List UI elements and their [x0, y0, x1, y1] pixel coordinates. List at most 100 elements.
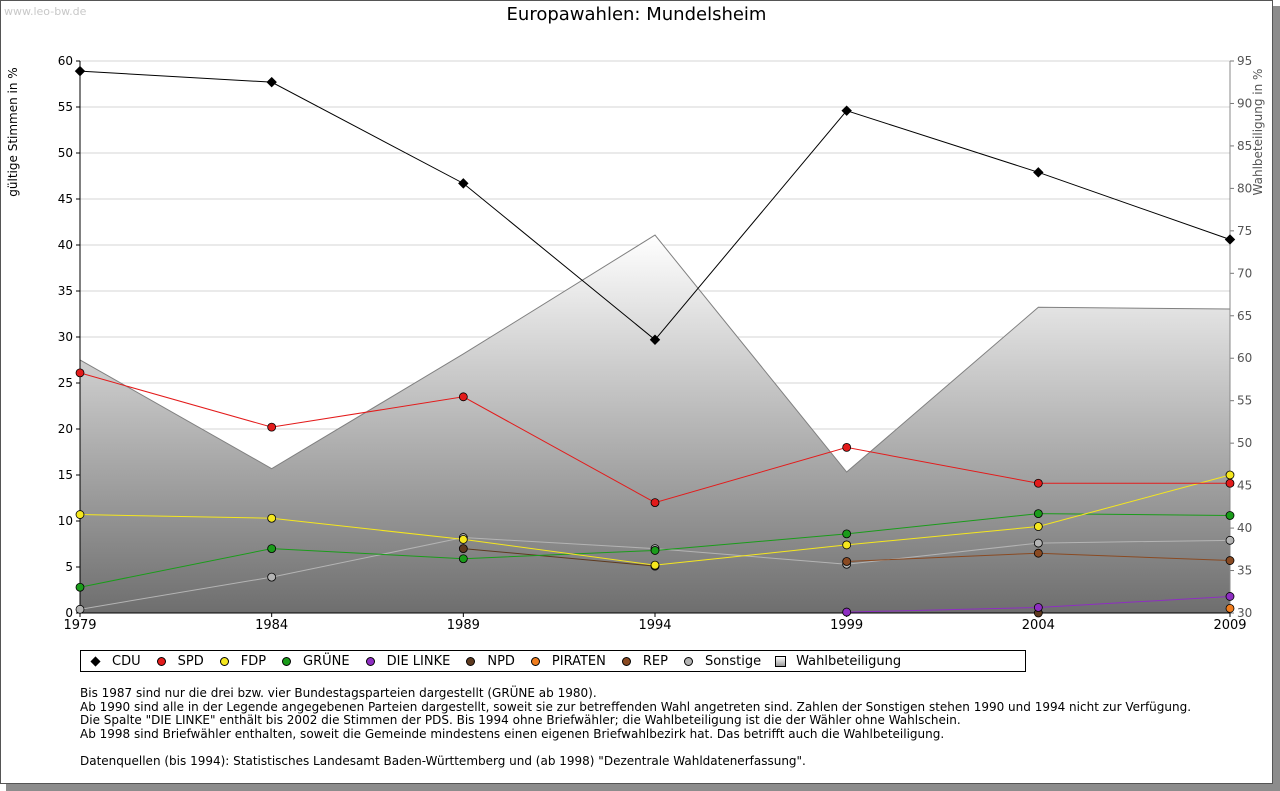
point-gr-ne — [75, 582, 85, 592]
point-gr-ne — [1033, 509, 1043, 519]
point-fdp — [842, 540, 852, 550]
y2-tick-label: 50 — [1237, 436, 1252, 450]
point-cdu — [1224, 234, 1236, 245]
point-spd — [842, 442, 852, 452]
note-line: Die Spalte "DIE LINKE" enthält bis 2002 … — [80, 713, 961, 727]
point-spd — [458, 392, 468, 402]
legend-item-rep: REP — [620, 654, 668, 669]
point-rep — [1033, 548, 1043, 558]
legend-marker — [282, 656, 292, 666]
point-rep — [842, 557, 852, 566]
point-cdu — [1033, 167, 1044, 178]
y2-tick-label: 80 — [1237, 181, 1252, 195]
y-tick-label: 35 — [58, 284, 73, 298]
legend-label: DIE LINKE — [386, 653, 451, 669]
axis-labels: 0 5 10 15 20 25 30 35 40 45 50 55 60 30 35 40 45 50 55 60 65… — [6, 54, 1265, 633]
legend-marker — [365, 656, 375, 666]
legend-label: NPD — [487, 653, 515, 669]
y2-tick-label: 65 — [1237, 309, 1252, 323]
legend-marker — [466, 656, 476, 666]
legend-item-fdp: FDP — [218, 654, 266, 669]
legend-marker — [683, 656, 693, 666]
point-die-linke — [1033, 603, 1043, 612]
point-spd — [650, 498, 660, 508]
x-tick-label: 1994 — [638, 618, 671, 633]
y-tick-label: 45 — [58, 192, 73, 206]
x-tick-label: 1984 — [255, 618, 288, 633]
y2-tick-label: 30 — [1237, 606, 1252, 620]
point-gr-ne — [267, 544, 277, 553]
y2-axis-title: Wahlbeteiligung in % — [1251, 69, 1265, 196]
x-tick-label: 2009 — [1213, 618, 1246, 633]
legend-marker — [156, 656, 166, 666]
x-tick-label: 1989 — [447, 618, 480, 633]
point-cdu — [458, 178, 469, 189]
legend-item-npd: NPD — [464, 654, 515, 669]
legend-label: GRÜNE — [303, 653, 350, 669]
y-tick-label: 50 — [58, 146, 73, 160]
y-tick-label: 40 — [58, 238, 73, 252]
y-tick-label: 15 — [58, 468, 73, 482]
watermark: www.leo-bw.de — [4, 5, 87, 18]
point-sonstige — [267, 572, 277, 582]
legend-marker — [530, 656, 540, 666]
point-fdp — [458, 535, 468, 544]
point-fdp — [75, 510, 85, 519]
legend-item-piraten: PIRATEN — [529, 654, 606, 669]
legend-marker — [90, 656, 101, 666]
point-fdp — [650, 560, 660, 570]
point-die-linke — [842, 607, 852, 617]
point-spd — [75, 368, 85, 378]
legend-label: Sonstige — [704, 653, 762, 669]
frame-shadow-bottom — [6, 784, 1280, 791]
y-tick-label: 0 — [65, 606, 73, 620]
point-die-linke — [1225, 592, 1235, 601]
point-sonstige — [1225, 535, 1235, 545]
point-gr-ne — [458, 554, 468, 564]
point-spd — [267, 422, 277, 432]
legend-label: SPD — [177, 653, 204, 669]
notes: Bis 1987 sind nur die drei bzw. vier Bun… — [80, 686, 1191, 768]
legend-marker — [219, 656, 229, 666]
y-tick-label: 5 — [65, 560, 73, 574]
turnout-area-fill — [80, 235, 1230, 614]
point-cdu — [841, 105, 852, 116]
point-spd — [1033, 478, 1043, 488]
y2-tick-label: 75 — [1237, 224, 1252, 238]
y2-tick-label: 55 — [1237, 394, 1252, 408]
y-tick-label: 55 — [58, 100, 73, 114]
legend-marker — [775, 655, 787, 667]
turnout-area — [79, 234, 1231, 614]
legend-label: REP — [642, 653, 668, 669]
legend-item-wahlbeteiligung: Wahlbeteiligung — [775, 654, 901, 669]
legend-label: PIRATEN — [551, 653, 606, 669]
point-sonstige — [1033, 538, 1043, 548]
point-cdu — [649, 334, 661, 345]
point-cdu — [266, 76, 277, 88]
legend-item-sonstige: Sonstige — [682, 654, 761, 669]
y-axis-title: gültige Stimmen in % — [6, 67, 20, 196]
y-tick-label: 60 — [58, 54, 73, 68]
y-tick-label: 10 — [58, 514, 73, 528]
series-markers — [74, 65, 1236, 618]
legend-label: CDU — [112, 653, 141, 669]
point-piraten — [1225, 604, 1235, 613]
y2-tick-label: 35 — [1237, 564, 1252, 578]
note-line: Bis 1987 sind nur die drei bzw. vier Bun… — [80, 686, 597, 700]
point-npd — [458, 544, 468, 553]
x-tick-label: 1979 — [63, 618, 96, 633]
legend-label: FDP — [240, 653, 267, 669]
point-fdp — [1225, 470, 1235, 480]
y2-tick-label: 85 — [1237, 139, 1252, 153]
x-tick-label: 2004 — [1022, 618, 1055, 633]
point-gr-ne — [842, 529, 852, 539]
turnout-area-edge — [79, 234, 1231, 473]
legend-item-cdu: CDU — [89, 654, 141, 669]
chart-title: Europawahlen: Mundelsheim — [506, 4, 767, 25]
legend-item-spd: SPD — [155, 654, 204, 669]
point-fdp — [1033, 522, 1043, 531]
y2-tick-label: 70 — [1237, 266, 1252, 280]
y2-tick-label: 40 — [1237, 521, 1252, 535]
y2-tick-label: 90 — [1237, 96, 1252, 110]
